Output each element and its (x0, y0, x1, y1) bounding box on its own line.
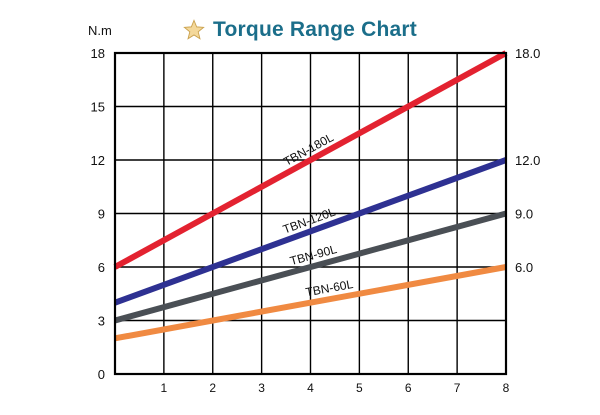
series-lines (113, 50, 508, 342)
x-tick-label: 2 (209, 381, 216, 395)
x-tick-label: 6 (405, 381, 412, 395)
x-tick-label: 7 (454, 381, 461, 395)
x-tick-label: 4 (307, 381, 314, 395)
y-tick-label: 18 (91, 46, 105, 61)
right-value-label: 6.0 (515, 260, 533, 275)
right-value-label: 9.0 (515, 207, 533, 222)
series-line-tbn-120l (113, 157, 508, 306)
grid (115, 53, 506, 374)
y-axis-unit-label: N.m (88, 23, 112, 38)
x-tick-label: 1 (161, 381, 168, 395)
y-tick-label: 3 (98, 314, 105, 329)
y-tick-label: 15 (91, 100, 105, 115)
y-tick-label: 9 (98, 207, 105, 222)
chart-title: Torque Range Chart (213, 18, 417, 41)
star-icon (183, 19, 205, 40)
series-line-tbn-60l (114, 264, 507, 342)
x-tick-label: 5 (356, 381, 363, 395)
x-tick-label: 3 (258, 381, 265, 395)
y-tick-label: 0 (98, 367, 105, 382)
right-value-label: 12.0 (515, 153, 540, 168)
series-line-tbn-90l (114, 210, 507, 324)
chart-title-bar: Torque Range Chart (0, 18, 600, 42)
right-value-label: 18.0 (515, 46, 540, 61)
x-tick-label: 8 (503, 381, 510, 395)
y-tick-label: 12 (91, 153, 105, 168)
y-tick-label: 6 (98, 260, 105, 275)
plot-frame (113, 51, 508, 376)
series-line-tbn-180l (113, 50, 508, 270)
